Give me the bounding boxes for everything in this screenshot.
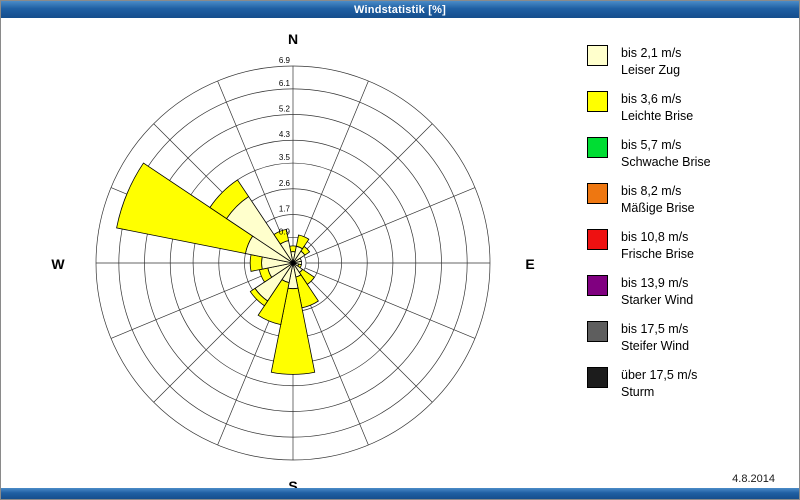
grid-spoke: [110, 267, 282, 339]
compass-label-east: E: [525, 256, 535, 272]
wind-rose-petal-NNW: [273, 228, 290, 245]
legend-class-name: Mäßige Brise: [621, 201, 695, 215]
grid-spoke: [304, 267, 476, 339]
legend-item: bis 17,5 m/s Steifer Wind: [587, 321, 711, 355]
legend-color-swatch: [587, 321, 608, 342]
grid-spoke: [297, 80, 369, 252]
legend-item-text: bis 13,9 m/s Starker Wind: [621, 275, 693, 309]
ring-value-label: 4.3: [279, 130, 291, 139]
wind-rose-petal-W: [249, 254, 263, 272]
legend-item: bis 13,9 m/s Starker Wind: [587, 275, 711, 309]
legend-color-swatch: [587, 183, 608, 204]
legend-item-text: bis 10,8 m/s Frische Brise: [621, 229, 694, 263]
legend-speed-label: bis 13,9 m/s: [621, 276, 689, 290]
wind-rose-petal-SW: [249, 287, 269, 307]
legend-item: über 17,5 m/s Sturm: [587, 367, 711, 401]
ring-value-label: 0.9: [279, 227, 291, 236]
legend-speed-label: über 17,5 m/s: [621, 368, 698, 382]
grid-circle: [95, 65, 491, 461]
compass-label-north: N: [287, 31, 299, 47]
legend-item-text: bis 5,7 m/s Schwache Brise: [621, 137, 711, 171]
legend-color-swatch: [587, 229, 608, 250]
legend-class-name: Leiser Zug: [621, 63, 681, 77]
legend-class-name: Frische Brise: [621, 247, 694, 261]
date-label: 4.8.2014: [732, 473, 775, 485]
legend-speed-label: bis 17,5 m/s: [621, 322, 689, 336]
grid-spoke: [301, 123, 433, 255]
legend-item-text: bis 2,1 m/s Leiser Zug: [621, 45, 681, 79]
grid-circle: [144, 114, 442, 412]
legend-speed-label: bis 10,8 m/s: [621, 230, 689, 244]
compass-label-south: S: [288, 478, 298, 494]
legend-speed-label: bis 2,1 m/s: [621, 46, 682, 60]
legend-item: bis 5,7 m/s Schwache Brise: [587, 137, 711, 171]
legend-speed-label: bis 3,6 m/s: [621, 92, 682, 106]
grid-spoke: [301, 271, 433, 403]
legend-color-swatch: [587, 275, 608, 296]
legend: bis 2,1 m/s Leiser Zug bis 3,6 m/s Leichte …: [587, 45, 711, 401]
legend-speed-label: bis 5,7 m/s: [621, 138, 682, 152]
wind-rose-petal-NNE: [295, 234, 310, 250]
legend-color-swatch: [587, 137, 608, 158]
grid-spoke: [217, 80, 289, 252]
legend-class-name: Leichte Brise: [621, 109, 694, 123]
legend-item-text: bis 17,5 m/s Steifer Wind: [621, 321, 689, 355]
wind-rose-petal-SSW: [257, 279, 290, 326]
wind-rose-petal-S: [270, 287, 316, 375]
legend-class-name: Schwache Brise: [621, 155, 711, 169]
ring-value-label: 1.7: [279, 204, 291, 213]
legend-item: bis 10,8 m/s Frische Brise: [587, 229, 711, 263]
wind-rose-petal-WNW: [116, 162, 254, 255]
wind-rose-petal-NW: [209, 179, 250, 220]
title-bar: Windstatistik [%]: [1, 1, 799, 18]
legend-item: bis 8,2 m/s Mäßige Brise: [587, 183, 711, 217]
ring-value-label: 3.5: [279, 153, 291, 162]
legend-color-swatch: [587, 45, 608, 66]
ring-value-label: 5.2: [279, 105, 291, 114]
legend-item-text: über 17,5 m/s Sturm: [621, 367, 697, 401]
legend-color-swatch: [587, 367, 608, 388]
legend-item: bis 2,1 m/s Leiser Zug: [587, 45, 711, 79]
ring-value-label: 6.1: [279, 79, 291, 88]
legend-class-name: Starker Wind: [621, 293, 694, 307]
legend-class-name: Sturm: [621, 385, 655, 399]
grid-circle: [118, 88, 468, 438]
legend-item: bis 3,6 m/s Leichte Brise: [587, 91, 711, 125]
wind-rose-petal-NE: [300, 245, 311, 256]
compass-label-west: W: [51, 256, 65, 272]
legend-item-text: bis 8,2 m/s Mäßige Brise: [621, 183, 695, 217]
legend-item-text: bis 3,6 m/s Leichte Brise: [621, 91, 693, 125]
legend-speed-label: bis 8,2 m/s: [621, 184, 682, 198]
grid-circle: [169, 139, 417, 387]
legend-color-swatch: [587, 91, 608, 112]
ring-value-label: 6.9: [279, 56, 291, 65]
legend-class-name: Steifer Wind: [621, 339, 690, 353]
status-bar: [1, 488, 799, 499]
ring-value-label: 2.6: [279, 179, 291, 188]
window-title: Windstatistik [%]: [354, 3, 446, 16]
grid-spoke: [304, 187, 476, 259]
